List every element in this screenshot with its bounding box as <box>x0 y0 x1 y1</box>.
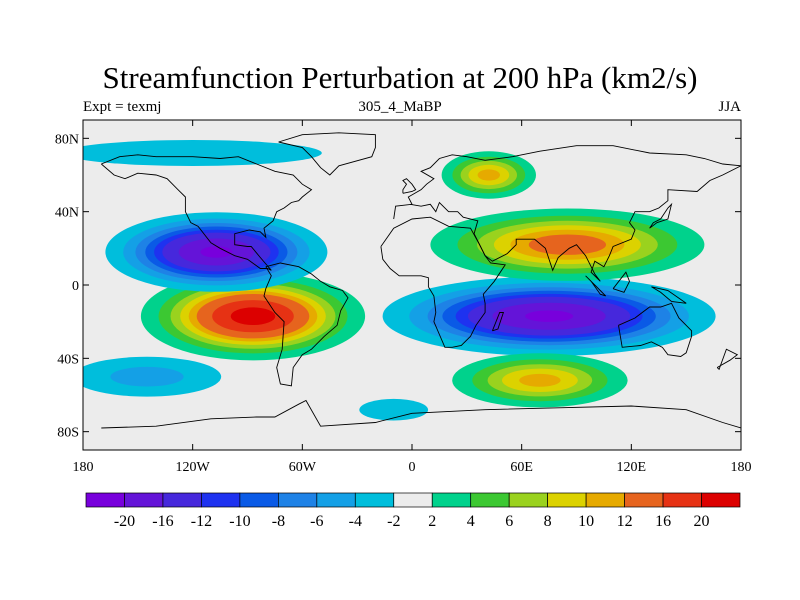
colorbar-swatch <box>508 492 548 508</box>
x-tick-label: 180 <box>73 460 94 475</box>
colorbar-label: -4 <box>349 513 362 530</box>
coastline <box>101 399 741 429</box>
y-tick-label: 40N <box>55 206 79 221</box>
coastline <box>263 262 349 387</box>
coastline <box>101 154 313 271</box>
contour-band <box>528 234 607 255</box>
feature-low-indian-ocean <box>382 276 716 357</box>
coastlines <box>101 132 741 429</box>
colorbar-label: -2 <box>387 513 400 530</box>
y-tick-label: 0 <box>72 279 79 294</box>
coastline <box>393 145 741 220</box>
colorbar-swatch <box>470 492 510 508</box>
coastline <box>618 302 693 357</box>
coastline <box>410 165 741 282</box>
feature-high-northern-europe <box>441 151 536 199</box>
colorbar-swatch <box>585 492 625 508</box>
feature-high-southern-ocean <box>452 353 628 408</box>
colorbar-swatch <box>239 492 279 508</box>
contour-band <box>83 140 322 166</box>
feature-low-arctic-pacific <box>83 140 322 166</box>
colorbar-swatch <box>701 492 741 508</box>
contour-field <box>83 140 716 421</box>
colorbar-label: -10 <box>229 513 250 530</box>
contour-band <box>359 398 429 421</box>
colorbar-label: -12 <box>191 513 212 530</box>
colorbar-label: -6 <box>310 513 323 530</box>
coastline <box>612 271 630 293</box>
coastline <box>278 132 376 176</box>
colorbar-swatch <box>354 492 395 508</box>
case-label: 305_4_MaBP <box>358 99 442 115</box>
y-tick-label: 40S <box>57 352 79 367</box>
colorbar-label: 8 <box>544 513 552 530</box>
feature-trough-southeast-pacific <box>140 272 366 361</box>
chart-title: Streamfunction Perturbation at 200 hPa (… <box>102 60 698 95</box>
axes: 80N 40N 0 40S 80S 180 120W 60W 0 60E 120E 180 <box>55 120 752 475</box>
coastline <box>402 178 417 194</box>
colorbar-swatch <box>393 492 433 508</box>
contour-band <box>477 169 500 181</box>
x-tick-label: 120W <box>176 460 211 475</box>
colorbar-label: -20 <box>114 513 135 530</box>
coastline <box>491 312 505 332</box>
colorbar-label: 6 <box>505 513 513 530</box>
colorbar-swatch <box>201 492 241 508</box>
coastline <box>585 275 607 297</box>
x-tick-label: 180 <box>731 460 752 475</box>
colorbar-label: 2 <box>428 513 436 530</box>
colorbar-label: 20 <box>694 513 710 530</box>
colorbar-swatch <box>316 492 356 508</box>
colorbar-label: -16 <box>152 513 173 530</box>
x-tick-label: 120E <box>617 460 647 475</box>
season-label: JJA <box>718 99 741 115</box>
x-tick-label: 60E <box>510 460 533 475</box>
colorbar-swatch <box>662 492 702 508</box>
colorbar-label: 12 <box>617 513 633 530</box>
colorbar-swatch <box>624 492 664 508</box>
contour-band <box>110 366 184 387</box>
feature-high-asia <box>430 208 705 281</box>
colorbar-swatch <box>124 492 164 508</box>
feature-low-north-pacific <box>105 212 328 292</box>
contour-band <box>519 373 561 387</box>
colorbar-label: 10 <box>578 513 594 530</box>
colorbar-swatch <box>85 492 125 508</box>
colorbar-label: 16 <box>655 513 671 530</box>
contour-band <box>525 310 574 322</box>
colorbar-swatch <box>162 492 202 508</box>
coastline <box>651 286 687 304</box>
colorbar-swatch <box>278 492 318 508</box>
feature-low-south-pacific <box>83 356 222 397</box>
coastline <box>716 348 739 371</box>
colorbar: -20 -16 -12 -10 -8 -6 -4 -2 2 4 6 8 10 12 16 20 <box>85 492 741 530</box>
colorbar-swatch <box>431 492 472 508</box>
feature-low-antarctic <box>359 398 429 421</box>
colorbar-label: -8 <box>272 513 285 530</box>
coastline <box>380 216 506 348</box>
y-tick-label: 80S <box>57 426 79 441</box>
experiment-label: Expt = texmj <box>83 99 162 115</box>
contour-band <box>200 246 233 258</box>
y-tick-label: 80N <box>55 132 79 147</box>
coastline <box>649 202 673 229</box>
x-tick-label: 60W <box>289 460 317 475</box>
contour-band <box>230 307 276 326</box>
x-tick-label: 0 <box>409 460 416 475</box>
colorbar-label: 4 <box>467 513 475 530</box>
colorbar-swatch <box>547 492 587 508</box>
